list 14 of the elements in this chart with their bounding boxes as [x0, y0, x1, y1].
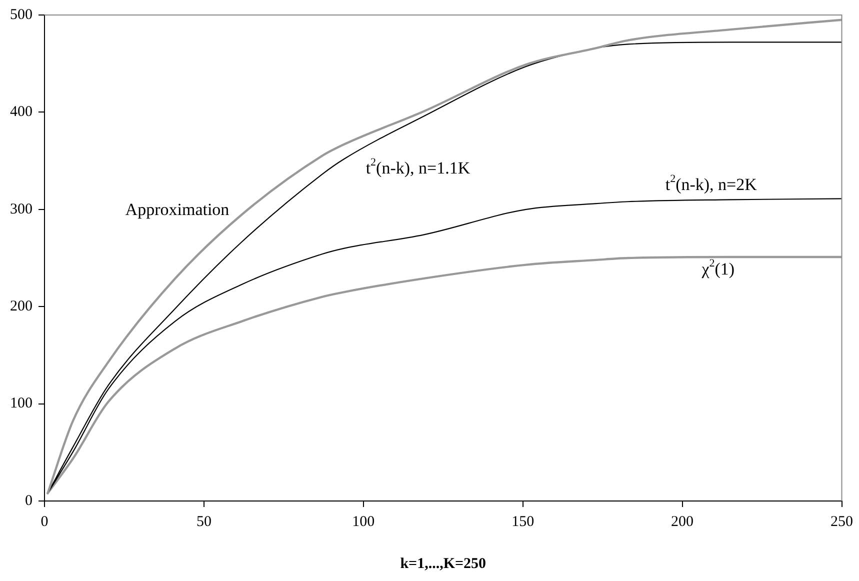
y-tick-label: 400 — [10, 104, 32, 120]
x-tick-label: 0 — [40, 514, 48, 530]
x-tick-label: 200 — [671, 514, 694, 530]
y-tick-label: 100 — [10, 396, 32, 412]
x-tick-label: 150 — [512, 514, 534, 530]
x-axis-title: k=1,...,K=250 — [400, 556, 486, 572]
x-tick-label: 100 — [352, 514, 375, 530]
series-label: Approximation — [125, 200, 230, 219]
y-tick-label: 0 — [25, 492, 32, 509]
x-tick-label: 250 — [830, 514, 853, 530]
y-tick-label: 300 — [10, 201, 32, 218]
x-tick-label: 50 — [196, 514, 212, 530]
y-tick-label: 200 — [10, 298, 32, 315]
y-tick-label: 500 — [10, 6, 32, 23]
